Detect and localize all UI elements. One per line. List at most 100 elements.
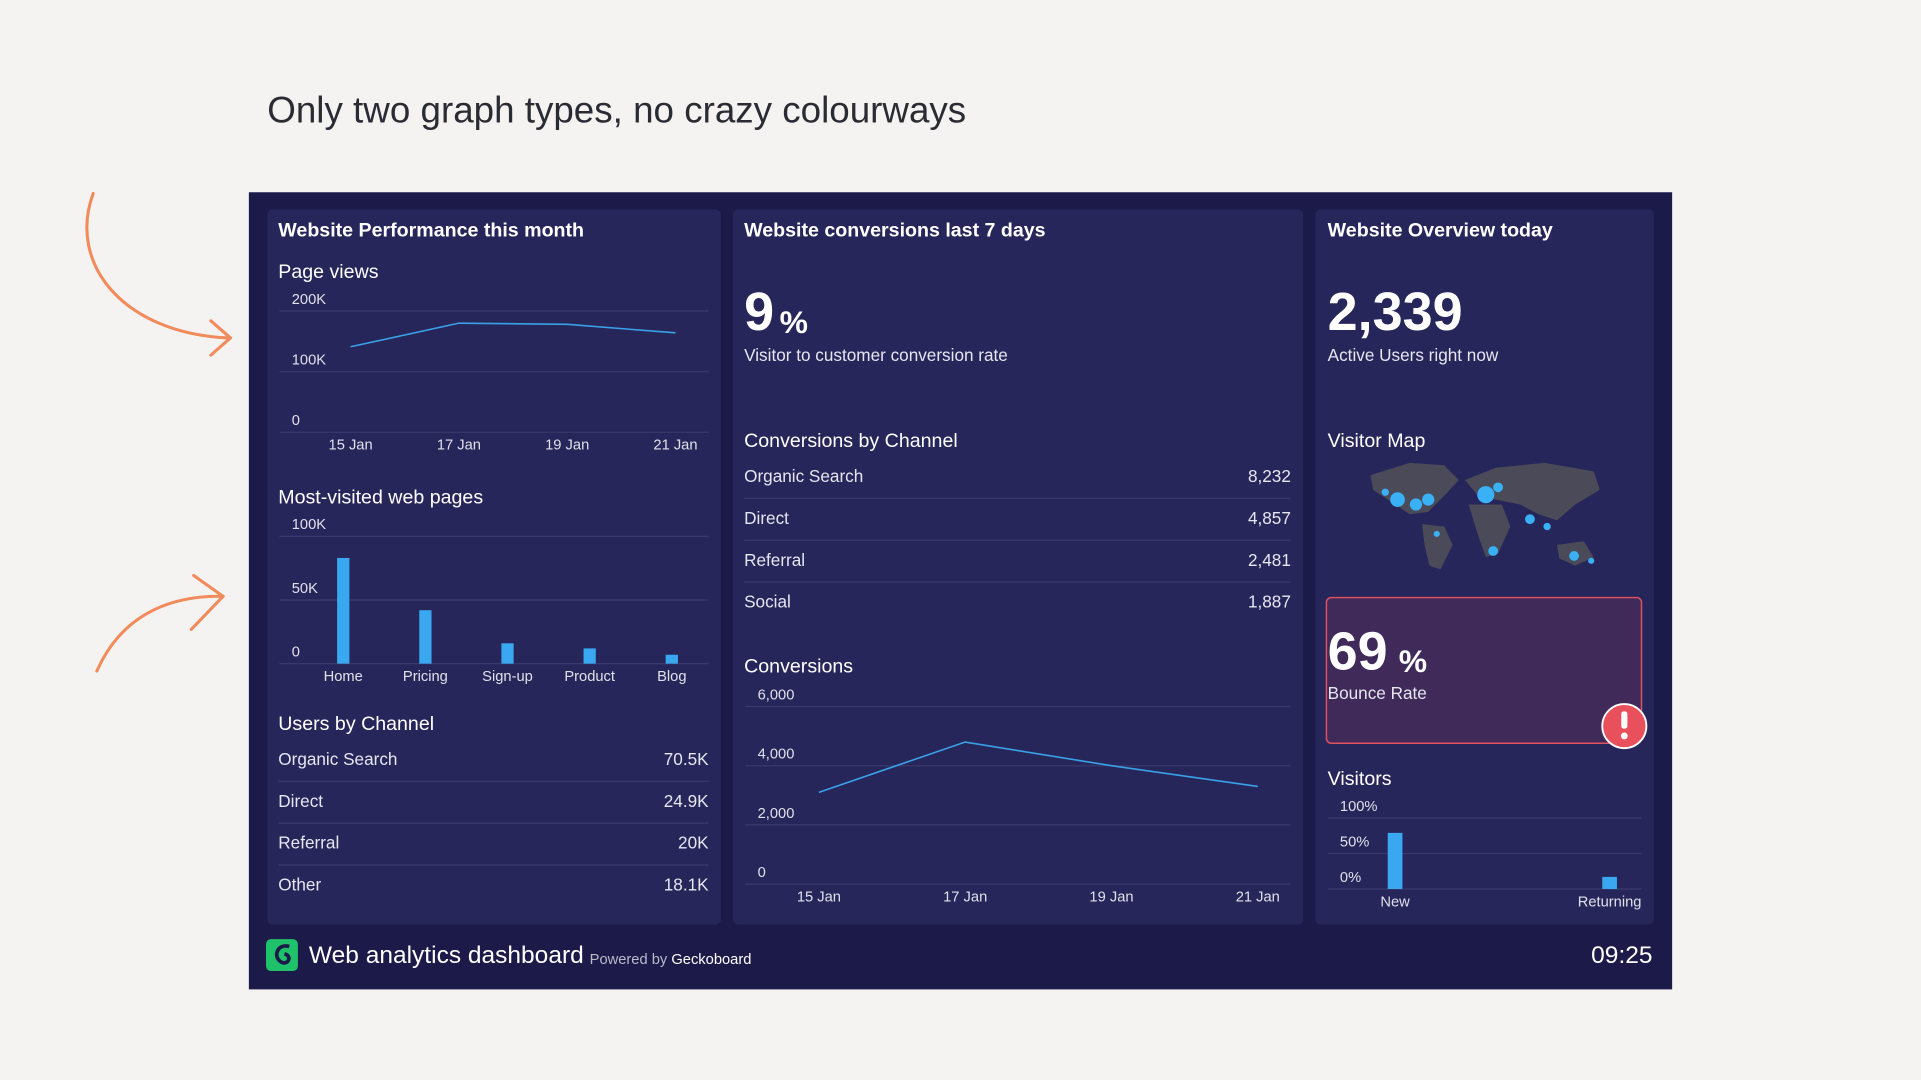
map-dot <box>1381 488 1389 496</box>
x-tick-label: Product <box>564 669 615 685</box>
bar <box>501 643 514 664</box>
arrow-head <box>209 319 233 357</box>
map-dot <box>1493 482 1503 493</box>
panel <box>1315 209 1654 925</box>
chart-title: Page views <box>278 261 378 283</box>
map-dot <box>1433 530 1440 537</box>
powered-by: Powered by <box>590 952 668 968</box>
bar <box>337 557 350 664</box>
line <box>818 741 1258 794</box>
bar <box>419 610 432 664</box>
map-dot <box>1477 486 1495 504</box>
x-tick-label: 15 Jan <box>797 889 841 905</box>
row-value: 2,481 <box>1248 550 1291 570</box>
panel <box>267 209 721 925</box>
y-tick-label: 200K <box>292 292 327 308</box>
alert-unit: % <box>1399 643 1427 679</box>
logo-mark <box>274 944 291 965</box>
panel-title: Website Overview today <box>1328 220 1553 242</box>
footer-powered: Powered by Geckoboard <box>590 952 752 968</box>
map-dot <box>1543 522 1551 531</box>
y-tick-label: 100K <box>292 353 327 369</box>
x-tick-label: Blog <box>657 669 686 685</box>
x-tick-label: 19 Jan <box>545 438 589 454</box>
row-label: Referral <box>744 550 805 570</box>
y-tick-label: 4,000 <box>758 747 795 763</box>
bar <box>583 648 596 664</box>
line <box>350 322 676 348</box>
x-tick-label: 17 Jan <box>437 438 481 454</box>
x-tick-label: 17 Jan <box>943 889 987 905</box>
x-tick-label: Returning <box>1578 894 1642 910</box>
bar <box>1602 876 1617 889</box>
row-label: Other <box>278 875 321 895</box>
bar <box>1387 832 1403 889</box>
table-title: Users by Channel <box>278 713 434 735</box>
row-value: 4,857 <box>1248 508 1291 528</box>
x-tick-label: New <box>1380 894 1410 910</box>
kpi-label: Visitor to customer conversion rate <box>744 345 1008 365</box>
map-dot <box>1525 514 1535 525</box>
row-label: Organic Search <box>744 466 863 486</box>
panel-title: Website Performance this month <box>278 220 584 242</box>
x-tick-label: 21 Jan <box>1236 889 1280 905</box>
continent <box>1464 462 1600 521</box>
y-tick-label: 2,000 <box>758 806 795 822</box>
x-tick-label: 19 Jan <box>1089 889 1133 905</box>
alert-icon-dot <box>1620 732 1628 740</box>
alert-value: 69 <box>1328 621 1388 681</box>
map-dot <box>1390 492 1405 507</box>
brand: Geckoboard <box>671 952 751 968</box>
chart-title: Most-visited web pages <box>278 487 483 509</box>
arrow <box>85 191 230 340</box>
table-title: Conversions by Channel <box>744 430 958 452</box>
x-tick-label: 21 Jan <box>653 438 697 454</box>
x-tick-label: Pricing <box>403 669 448 685</box>
row-value: 20K <box>678 833 709 853</box>
map-dot <box>1422 493 1435 506</box>
chart-title: Conversions <box>744 656 853 678</box>
y-tick-label: 0 <box>292 413 300 429</box>
footer-title: Web analytics dashboard <box>309 942 584 969</box>
kpi-value: 2,339 <box>1328 282 1463 342</box>
row-label: Direct <box>278 791 323 811</box>
map-dot <box>1409 498 1423 511</box>
arrow <box>95 594 225 673</box>
x-tick-label: Sign-up <box>482 669 533 685</box>
panel <box>733 209 1304 925</box>
alert-box <box>1325 596 1643 744</box>
alert-label: Bounce Rate <box>1328 683 1427 703</box>
y-tick-label: 0 <box>292 645 300 661</box>
row-value: 18.1K <box>664 875 709 895</box>
row-value: 1,887 <box>1248 592 1291 612</box>
map-dot <box>1488 546 1499 556</box>
y-tick-label: 0 <box>758 865 766 881</box>
row-value: 24.9K <box>664 791 709 811</box>
arrow-head <box>189 573 225 631</box>
page-title: Only two graph types, no crazy colourway… <box>267 89 966 130</box>
row-label: Direct <box>744 508 789 528</box>
row-value: 70.5K <box>664 749 709 769</box>
visitor-map <box>1370 462 1600 570</box>
alert-icon-bar <box>1621 711 1628 729</box>
bar <box>665 654 678 664</box>
kpi-label: Active Users right now <box>1328 345 1499 365</box>
kpi-value: 9 <box>744 282 774 342</box>
y-tick-label: 6,000 <box>758 687 795 703</box>
kpi-unit: % <box>780 304 808 340</box>
chart-title: Visitors <box>1328 768 1392 790</box>
continent <box>1468 504 1511 558</box>
x-tick-label: 15 Jan <box>329 438 373 454</box>
row-label: Social <box>744 592 791 612</box>
y-tick-label: 0% <box>1340 870 1361 886</box>
map-dot <box>1569 551 1579 561</box>
y-tick-label: 50% <box>1340 834 1369 850</box>
y-tick-label: 100% <box>1340 799 1378 815</box>
logo <box>266 939 298 972</box>
clock: 09:25 <box>1591 942 1652 969</box>
map-dot <box>1588 557 1595 564</box>
panel-title: Website conversions last 7 days <box>744 220 1046 242</box>
x-tick-label: Home <box>324 669 363 685</box>
map-title: Visitor Map <box>1328 430 1426 452</box>
